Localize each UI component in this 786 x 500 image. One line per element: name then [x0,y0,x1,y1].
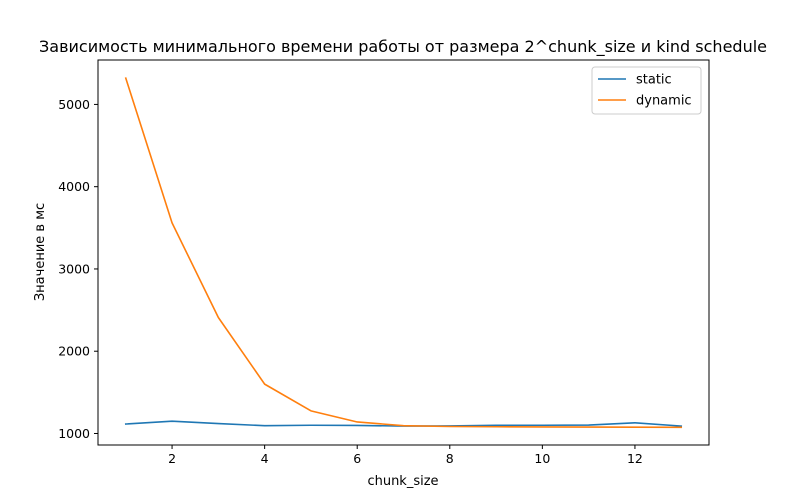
y-axis-label: Значение в мс [33,203,48,301]
x-axis-ticks: 2 4 6 8 10 12 [168,445,643,466]
x-tick-label: 2 [168,451,176,466]
y-tick-label: 3000 [58,261,90,276]
y-tick-label: 5000 [58,97,90,112]
series-line-dynamic [124,77,683,429]
x-axis-label: chunk_size [367,474,438,489]
legend: static dynamic [591,66,702,115]
y-tick-label: 1000 [58,426,90,441]
x-tick-label: 6 [353,451,361,466]
y-tick-label: 4000 [58,179,90,194]
plot-area-frame [97,59,710,446]
x-tick-label: 10 [534,451,550,466]
y-axis-ticks: 1000 2000 3000 4000 5000 [58,97,98,441]
x-tick-label: 8 [446,451,454,466]
legend-label-dynamic: dynamic [636,94,692,109]
series-lines [124,77,683,429]
y-tick-label: 2000 [58,344,90,359]
x-tick-label: 4 [261,451,269,466]
chart-title: Зависимость минимального времени работы … [39,37,767,57]
legend-label-static: static [636,73,672,88]
x-tick-label: 12 [627,451,643,466]
